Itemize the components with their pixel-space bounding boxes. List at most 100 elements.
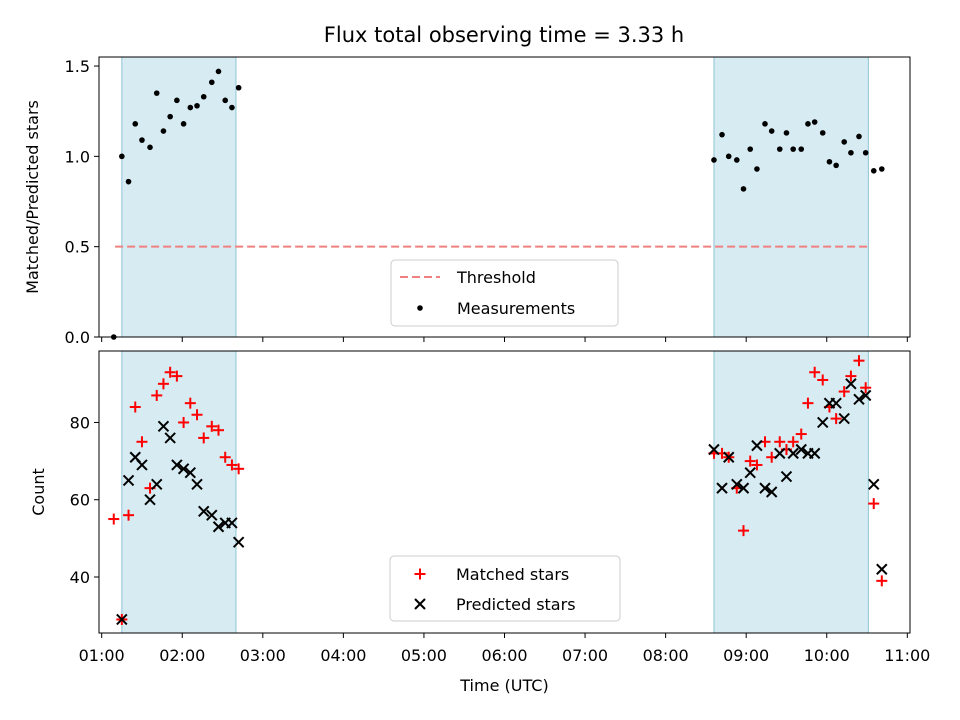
matched-star-point [744,455,756,467]
measurement-point [200,93,207,100]
predicted-star-point [164,432,176,444]
measurement-point [833,162,839,169]
matched-star-point [868,498,880,510]
predicted-star-point [830,397,842,409]
observing-window [121,350,237,634]
predicted-star-point [751,439,763,452]
measurement-point [160,128,167,134]
measurement-point [841,139,848,145]
measurement-point [848,149,854,156]
matched-star-point [191,409,203,421]
measurement-point [805,121,811,127]
measurement-point [235,84,242,91]
matched-star-point [774,436,786,448]
measurement-point [856,133,862,140]
measurement-point [167,113,173,120]
matched-star-point [151,389,163,401]
legend-predicted-label: Predicted stars [456,595,576,614]
measurement-point [798,146,805,152]
measurement-point [826,158,833,165]
measurement-point [222,97,229,104]
predicted-star-point [876,563,888,575]
observing-window [121,56,237,338]
measurement-point [811,119,818,125]
y-tick-label: 40 [70,568,90,587]
legend-measurement-label: Measurements [457,299,575,318]
legend-threshold-label: Threshold [456,268,536,287]
matched-star-point [184,397,196,409]
predicted-star-point [226,517,238,529]
predicted-star-point [868,478,880,490]
predicted-star-point [136,459,148,471]
predicted-star-point [731,478,743,490]
measurement-point [747,146,754,152]
predicted-star-point [151,478,163,490]
measurement-point [862,149,869,156]
measurement-point [790,146,796,152]
predicted-star-point [845,378,857,390]
matched-star-point [123,509,135,521]
matched-star-point [108,513,120,525]
measurement-point [139,137,145,143]
measurement-point [740,186,747,192]
measurement-point [711,157,717,163]
matched-star-point [136,436,148,448]
matched-star-point [802,397,814,409]
predicted-star-point [184,466,197,479]
predicted-star-point [838,412,850,425]
x-tick-label: 11:00 [884,646,930,665]
measurement-point [208,79,215,86]
x-tick-label: 09:00 [723,646,769,665]
x-tick-label: 05:00 [401,646,447,665]
measurement-point [870,168,877,174]
predicted-star-point [787,447,799,460]
measurement-point [125,178,132,185]
y-axis-label: Count [29,468,48,516]
predicted-star-point [780,470,793,483]
predicted-star-point [774,447,786,460]
y-tick-label: 0.5 [65,238,90,257]
measurement-point [180,121,187,127]
y-tick-label: 1.5 [65,57,90,76]
matched-star-point [198,432,210,444]
measurement-point [776,146,783,152]
measurement-point [119,153,125,160]
matched-star-point [830,413,842,425]
matched-star-point [853,355,865,367]
matched-star-point [817,374,829,386]
predicted-star-point [765,486,778,498]
matched-star-point [129,401,141,413]
matched-star-point [233,463,245,475]
y-tick-label: 80 [70,413,90,432]
predicted-star-point [232,536,245,548]
measurement-point [132,121,139,127]
x-tick-label: 08:00 [643,646,689,665]
legend-box [390,259,619,327]
measurement-point [153,90,160,96]
legend-matched-label: Matched stars [456,565,569,584]
predicted-star-point [723,451,735,463]
legend-matched-swatch [414,568,426,580]
predicted-star-point [737,482,750,494]
x-axis-label: Time (UTC) [459,676,548,695]
x-tick-label: 02:00 [159,646,205,665]
measurement-point [762,121,768,127]
y-tick-label: 1.0 [65,147,90,166]
predicted-star-point [171,459,183,471]
legend-box [389,555,621,622]
y-tick-label: 60 [70,491,90,510]
matched-star-point [787,436,799,448]
matched-star-point [860,382,872,394]
matched-star-point [795,428,807,440]
predicted-star-point [177,463,190,475]
predicted-star-point [198,505,210,518]
legend-predicted-swatch [414,598,426,610]
predicted-star-point [808,447,821,460]
measurement-point [879,166,885,172]
measurement-point [229,104,235,111]
measurement-point [147,144,153,151]
y-tick-label: 0.0 [65,328,90,347]
measurement-point [215,68,222,75]
measurement-point [768,128,775,134]
